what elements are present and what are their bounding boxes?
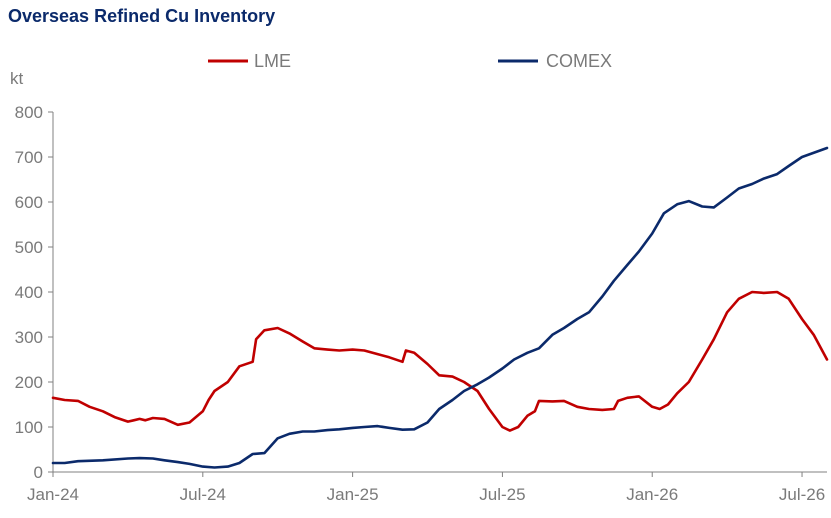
x-tick-label: Jul-25	[479, 485, 525, 504]
y-axis-label: kt	[10, 69, 24, 88]
series-line-lme	[51, 290, 829, 432]
series-lines	[51, 146, 829, 469]
y-tick-label: 400	[15, 283, 43, 302]
y-tick-label: 0	[34, 463, 43, 482]
y-tick-label: 700	[15, 148, 43, 167]
x-tick-label: Jan-24	[27, 485, 79, 504]
chart-title: Overseas Refined Cu Inventory	[8, 6, 276, 26]
series-line-comex	[51, 146, 829, 469]
x-tick-label: Jan-26	[626, 485, 678, 504]
y-tick-label: 800	[15, 103, 43, 122]
y-tick-label: 600	[15, 193, 43, 212]
y-tick-label: 100	[15, 418, 43, 437]
legend: LME COMEX	[208, 51, 612, 71]
axes: kt 0 100 200 300 400 500 600 700 800 Jan-24 Jul-24 J…	[10, 69, 827, 504]
x-tick-label: Jan-25	[327, 485, 379, 504]
y-tick-label: 300	[15, 328, 43, 347]
x-tick-label: Jul-24	[180, 485, 226, 504]
y-tick-label: 500	[15, 238, 43, 257]
y-tick-label: 200	[15, 373, 43, 392]
legend-label-lme: LME	[254, 51, 291, 71]
legend-label-comex: COMEX	[546, 51, 612, 71]
x-tick-label: Jul-26	[779, 485, 825, 504]
